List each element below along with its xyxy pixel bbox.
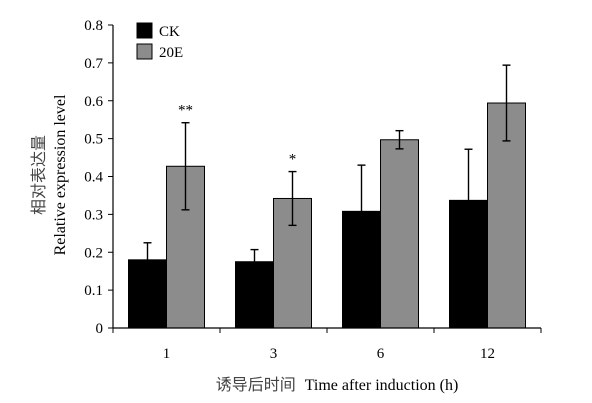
legend: CK 20E (136, 22, 183, 61)
bars-layer (128, 102, 526, 329)
legend-swatch-20e (136, 43, 153, 60)
legend-label-20e: 20E (159, 45, 183, 61)
x-tick-label-12: 12 (480, 346, 495, 362)
x-axis-title-en: Time after induction (h) (305, 377, 459, 394)
significance-marker-3: * (289, 152, 297, 168)
y-tick-label-0.3: 0.3 (84, 207, 103, 223)
x-tick-label-1: 1 (163, 346, 171, 362)
y-tick-label-0.1: 0.1 (84, 283, 103, 299)
x-tick-label-6: 6 (377, 346, 385, 362)
tick-labels-layer: 1 3 6 12 0 0.1 0.2 0.3 0.4 0.5 0.6 0.7 0.8 (84, 18, 495, 362)
y-tick-label-0.2: 0.2 (84, 245, 103, 261)
significance-marker-1: ** (178, 103, 193, 119)
bar-20e-6 (380, 139, 419, 329)
y-axis-title-en: Relative expression level (52, 94, 69, 255)
error-bars-layer (143, 64, 511, 262)
y-tick-label-0.8: 0.8 (84, 18, 103, 34)
axes-layer (108, 24, 542, 333)
bar-ck-1 (128, 259, 167, 329)
bar-ck-6 (342, 210, 381, 329)
y-axis-title-cn: 相对表达量 (29, 135, 48, 215)
legend-label-ck: CK (159, 24, 180, 40)
y-tick-label-0.6: 0.6 (84, 94, 103, 110)
x-tick-label-3: 3 (270, 346, 278, 362)
bar-ck-3 (235, 261, 274, 329)
y-tick-label-0.4: 0.4 (84, 170, 103, 186)
y-tick-label-0.7: 0.7 (84, 56, 103, 72)
bar-ck-12 (449, 199, 488, 329)
x-axis-title: 诱导后时间 Time after induction (h) (216, 375, 459, 394)
y-tick-label-0.5: 0.5 (84, 132, 103, 148)
y-tick-label-0: 0 (96, 321, 104, 337)
x-axis-title-cn: 诱导后时间 (216, 375, 296, 394)
legend-swatch-ck (136, 22, 153, 39)
annotations-layer: *** (178, 103, 296, 168)
